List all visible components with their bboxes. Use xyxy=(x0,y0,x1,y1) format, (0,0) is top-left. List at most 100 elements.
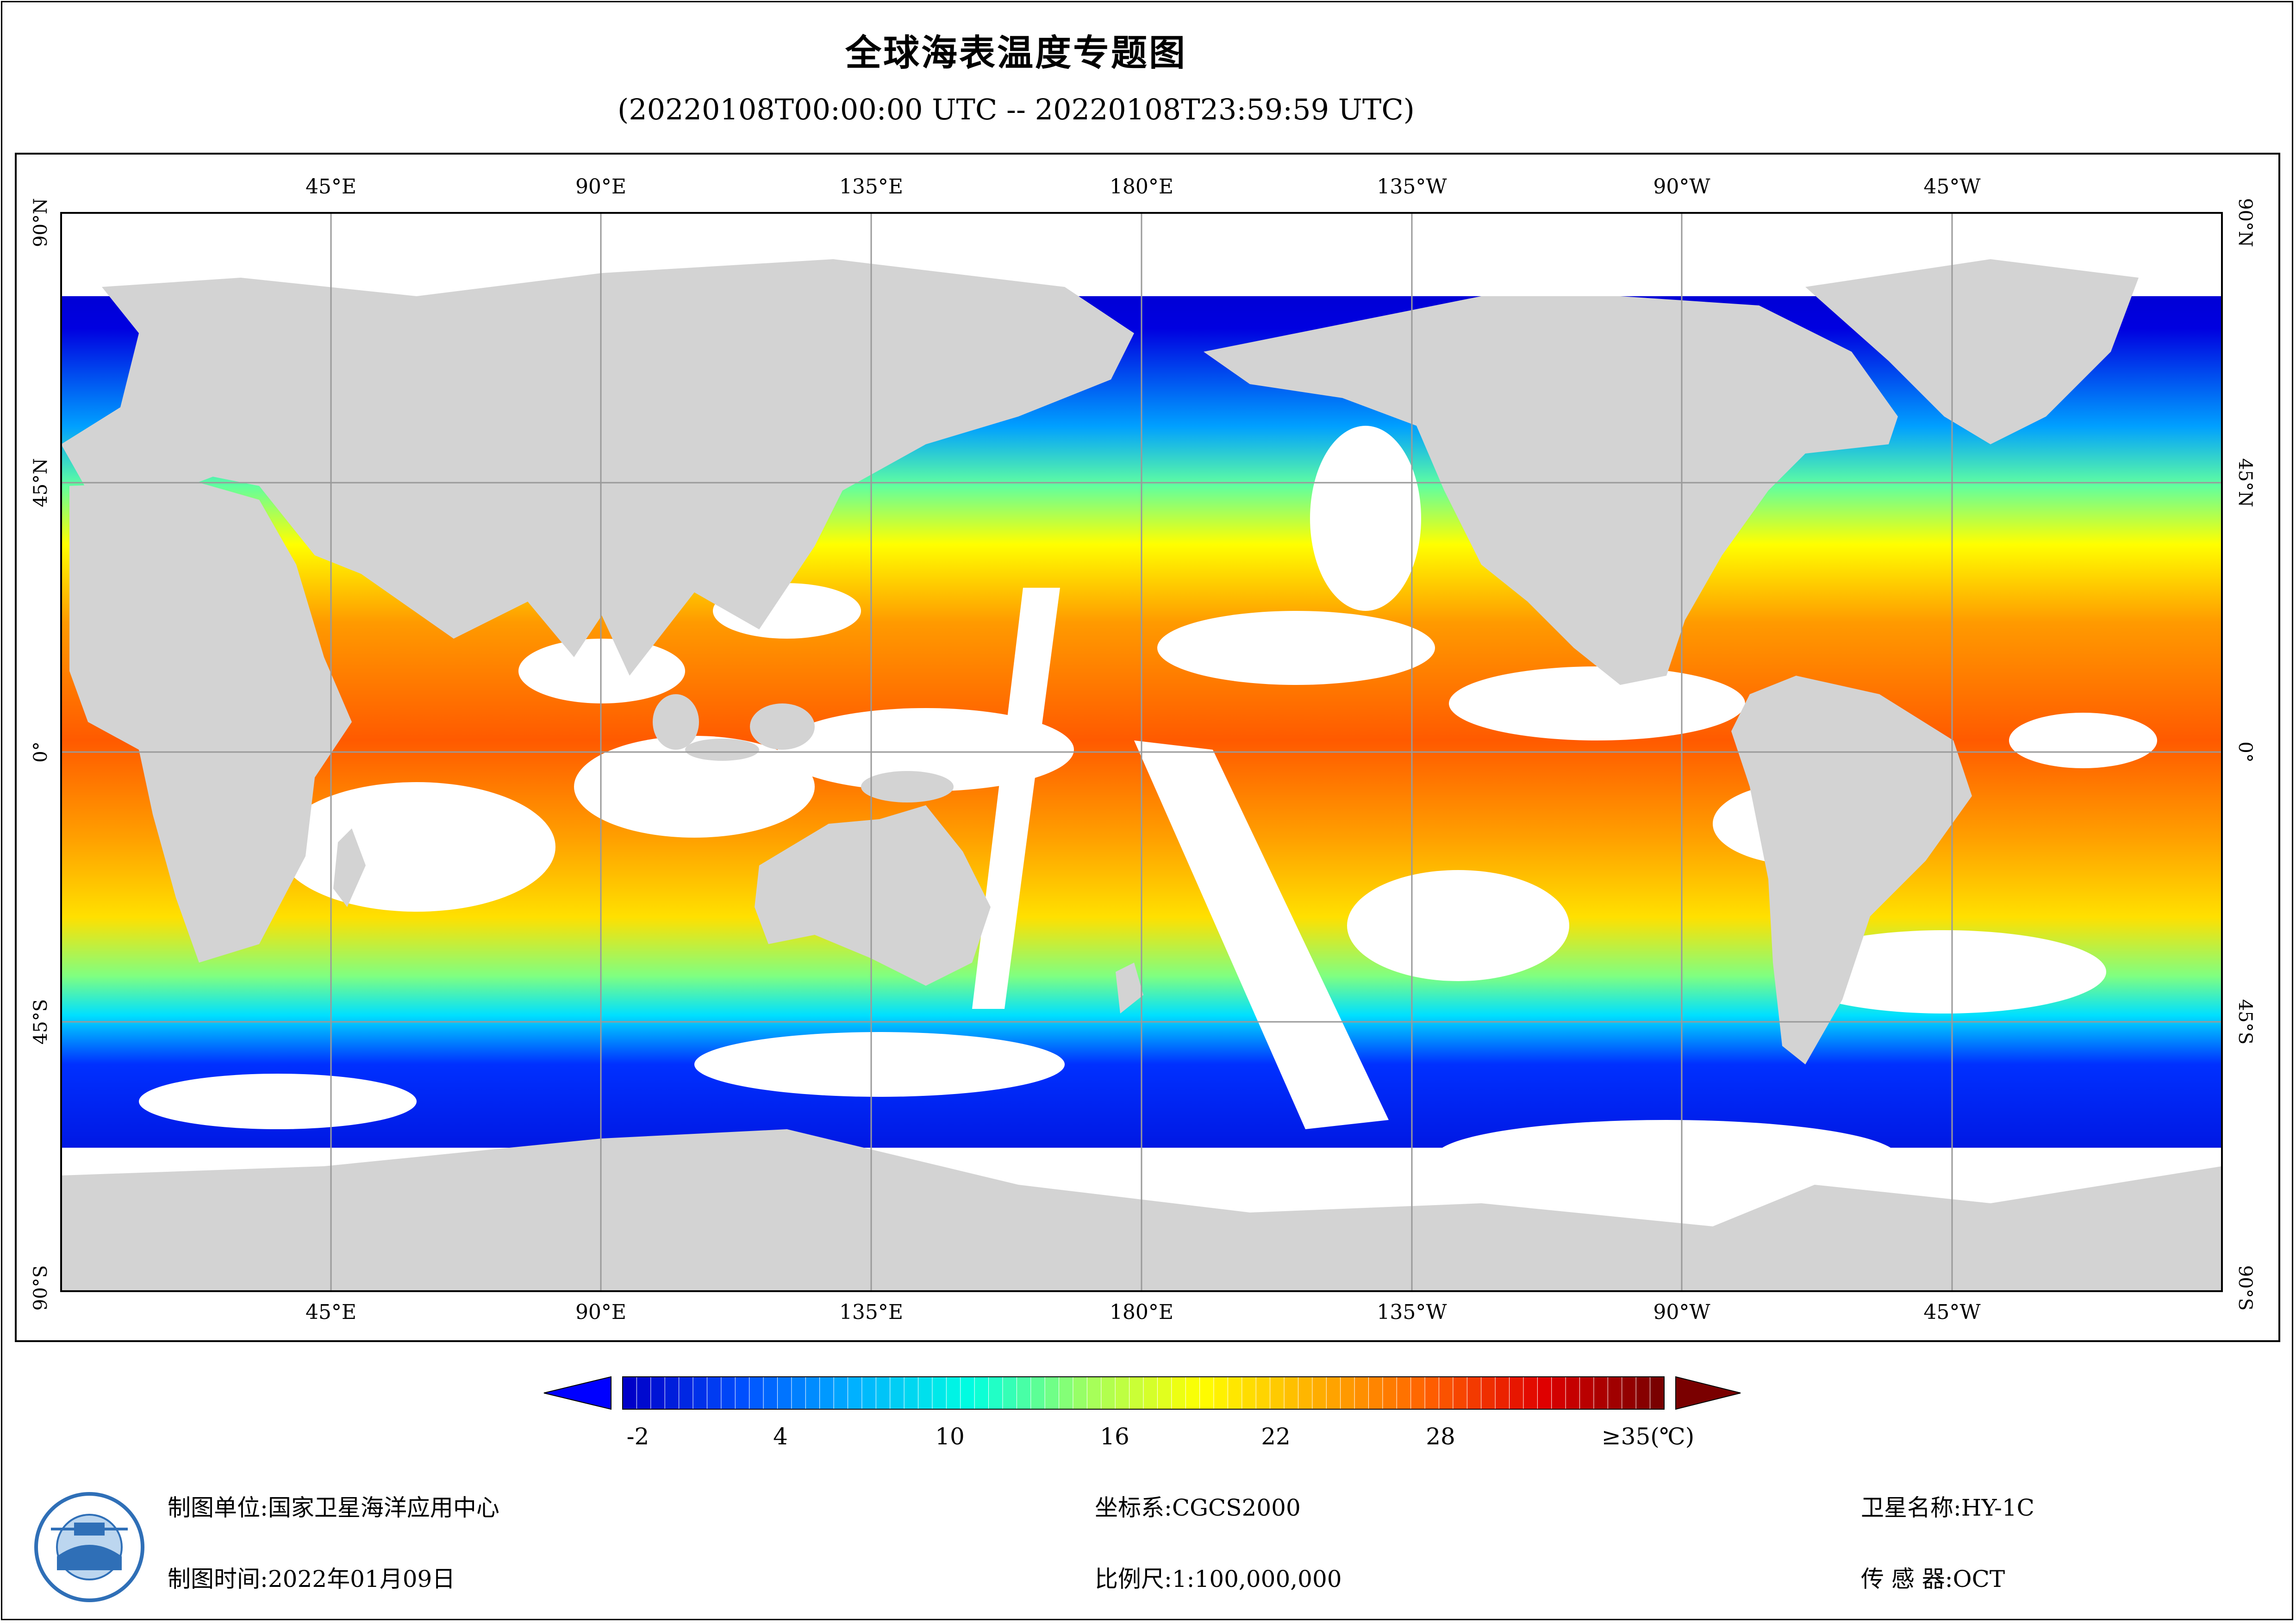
colorbar-bin xyxy=(988,1376,1004,1410)
colorbar-bins xyxy=(622,1376,1665,1410)
colorbar-tick-22: 22 xyxy=(1261,1423,1291,1450)
colorbar-bin xyxy=(1270,1376,1285,1410)
colorbar-bin xyxy=(1635,1376,1651,1410)
colorbar-bin xyxy=(650,1376,666,1410)
lon-label-bottom-45e: 45°E xyxy=(305,1300,357,1324)
colorbar-min-arrow xyxy=(543,1376,611,1410)
lat-label-left-45n: 45°N xyxy=(30,458,51,507)
colorbar-bin xyxy=(706,1376,722,1410)
colorbar-bin xyxy=(622,1376,637,1410)
colorbar-bin xyxy=(1509,1376,1524,1410)
colorbar-bin xyxy=(1622,1376,1637,1410)
colorbar-bin xyxy=(1326,1376,1341,1410)
info-satellite-name: 卫星名称:HY-1C xyxy=(1861,1494,2034,1521)
graticule xyxy=(61,213,2222,1291)
lat-label-right-90n: 90°N xyxy=(2234,198,2256,247)
land-south-america xyxy=(1731,676,1972,1064)
lat-label-right-90s: 90°S xyxy=(2234,1265,2256,1311)
land-north-america xyxy=(1204,296,1898,685)
colorbar-bin xyxy=(1340,1376,1355,1410)
lon-label-bottom-90w: 90°W xyxy=(1653,1300,1710,1324)
colorbar-bin xyxy=(819,1376,835,1410)
colorbar-bin xyxy=(1185,1376,1200,1410)
national-satellite-ocean-application-service-logo xyxy=(34,1492,144,1602)
colorbar-bin xyxy=(932,1376,947,1410)
colorbar xyxy=(543,1376,1741,1410)
colorbar-bin xyxy=(679,1376,694,1410)
lon-label-top-90e: 90°E xyxy=(575,175,627,199)
colorbar-bin xyxy=(1439,1376,1454,1410)
colorbar-bin xyxy=(735,1376,750,1410)
colorbar-bin xyxy=(1551,1376,1566,1410)
colorbar-bin xyxy=(1171,1376,1186,1410)
colorbar-bin xyxy=(833,1376,849,1410)
lon-label-top-45e: 45°E xyxy=(305,175,357,199)
colorbar-tick-16: 16 xyxy=(1100,1423,1129,1450)
colorbar-bin xyxy=(1523,1376,1538,1410)
colorbar-bin xyxy=(1396,1376,1411,1410)
colorbar-bin xyxy=(749,1376,764,1410)
map-inner-border xyxy=(60,212,2223,1292)
lat-label-left-90n: 90°N xyxy=(30,198,51,247)
colorbar-bin xyxy=(721,1376,736,1410)
colorbar-tick-28: 28 xyxy=(1426,1423,1455,1450)
land-maritime-se-asia xyxy=(653,694,954,802)
colorbar-bin xyxy=(960,1376,975,1410)
colorbar-bin xyxy=(1016,1376,1031,1410)
colorbar-bin xyxy=(1101,1376,1116,1410)
page-title: 全球海表温度专题图 xyxy=(845,32,1187,74)
colorbar-bin xyxy=(1453,1376,1468,1410)
colorbar-bin xyxy=(1255,1376,1271,1410)
info-mapping-time: 制图时间:2022年01月09日 xyxy=(168,1566,455,1592)
colorbar-bin xyxy=(805,1376,820,1410)
colorbar-bin xyxy=(693,1376,708,1410)
colorbar-bin xyxy=(1044,1376,1060,1410)
lat-label-right-45s: 45°S xyxy=(2234,999,2256,1045)
colorbar-bin xyxy=(1213,1376,1229,1410)
lat-label-left-45s: 45°S xyxy=(30,999,51,1045)
colorbar-bin xyxy=(1495,1376,1510,1410)
lon-label-top-135e: 135°E xyxy=(839,175,904,199)
lon-label-top-180e: 180°E xyxy=(1109,175,1174,199)
colorbar-tick-35: ≥35(℃) xyxy=(1601,1423,1695,1450)
colorbar-bin xyxy=(1382,1376,1398,1410)
colorbar-tick-4: 4 xyxy=(773,1423,788,1450)
colorbar-bin xyxy=(847,1376,862,1410)
info-sensor: 传 感 器:OCT xyxy=(1861,1566,2005,1592)
colorbar-bin xyxy=(1368,1376,1383,1410)
page-subtitle: (20220108T00:00:00 UTC -- 20220108T23:59… xyxy=(618,93,1415,126)
colorbar-bin xyxy=(1143,1376,1158,1410)
colorbar-bin xyxy=(1481,1376,1496,1410)
info-coordinate-system: 坐标系:CGCS2000 xyxy=(1095,1494,1301,1521)
colorbar-bin xyxy=(1086,1376,1102,1410)
colorbar-bin xyxy=(1242,1376,1257,1410)
lon-label-bottom-135e: 135°E xyxy=(839,1300,904,1324)
lat-label-left-90s: 90°S xyxy=(30,1265,51,1311)
colorbar-bin xyxy=(861,1376,877,1410)
colorbar-bin xyxy=(1466,1376,1482,1410)
colorbar-tick-10: 10 xyxy=(935,1423,965,1450)
colorbar-bin xyxy=(1073,1376,1088,1410)
colorbar-bin xyxy=(1157,1376,1172,1410)
colorbar-bin xyxy=(1537,1376,1552,1410)
colorbar-bin xyxy=(1312,1376,1327,1410)
map-frame xyxy=(15,153,2280,1342)
colorbar-bin xyxy=(875,1376,891,1410)
land-eurasia xyxy=(61,259,1134,676)
colorbar-bin xyxy=(1650,1376,1665,1410)
colorbar-bin xyxy=(1593,1376,1609,1410)
lon-label-top-135w: 135°W xyxy=(1377,175,1447,199)
colorbar-bin xyxy=(890,1376,905,1410)
land-new-zealand xyxy=(1116,963,1143,1014)
colorbar-bin xyxy=(1579,1376,1595,1410)
colorbar-bin xyxy=(1199,1376,1215,1410)
lon-label-bottom-90e: 90°E xyxy=(575,1300,627,1324)
lon-label-bottom-135w: 135°W xyxy=(1377,1300,1447,1324)
colorbar-bin xyxy=(763,1376,778,1410)
lat-label-right-0: 0° xyxy=(2234,741,2256,763)
colorbar-bin xyxy=(1115,1376,1130,1410)
lat-label-left-0: 0° xyxy=(30,741,51,763)
colorbar-bin xyxy=(1284,1376,1299,1410)
